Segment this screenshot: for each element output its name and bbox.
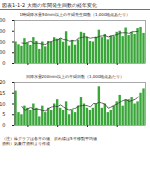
svg-text:100: 100	[0, 49, 6, 55]
svg-text:0: 0	[2, 122, 5, 128]
svg-text:1990: 1990	[51, 133, 64, 134]
svg-text:200: 200	[0, 39, 6, 45]
svg-text:2010: 2010	[111, 133, 124, 134]
html-text:日降水量200mm以上の年間日数（1,000地点あたり）: 日降水量200mm以上の年間日数（1,000地点あたり）	[25, 74, 125, 79]
html-text:1時間降水量50mm以上の年間発生回数（1,000地点あたり: 1時間降水量50mm以上の年間発生回数（1,000地点あたり）	[19, 12, 131, 17]
svg-text:10: 10	[0, 101, 6, 107]
svg-text:400: 400	[0, 17, 6, 23]
html-text:図表1-1-2 大雨の年間発生回数の経年変化: 図表1-1-2 大雨の年間発生回数の経年変化	[2, 2, 97, 8]
svg-text:20: 20	[0, 79, 6, 85]
svg-text:300: 300	[0, 28, 6, 34]
svg-text:0: 0	[2, 60, 5, 66]
html-text:（注）棒グラフは各年の値、折れ線は5年移動平均値: （注）棒グラフは各年の値、折れ線は5年移動平均値	[2, 136, 97, 141]
svg-text:2010: 2010	[111, 71, 124, 72]
svg-text:2000: 2000	[81, 133, 94, 134]
svg-text:1980: 1980	[22, 133, 35, 134]
svg-text:1990: 1990	[51, 71, 64, 72]
svg-text:15: 15	[0, 90, 6, 96]
svg-text:5: 5	[2, 111, 5, 117]
svg-text:2000: 2000	[81, 71, 94, 72]
html-text:資料）気象庁資料より作成: 資料）気象庁資料より作成	[2, 141, 50, 146]
svg-text:1980: 1980	[22, 71, 35, 72]
